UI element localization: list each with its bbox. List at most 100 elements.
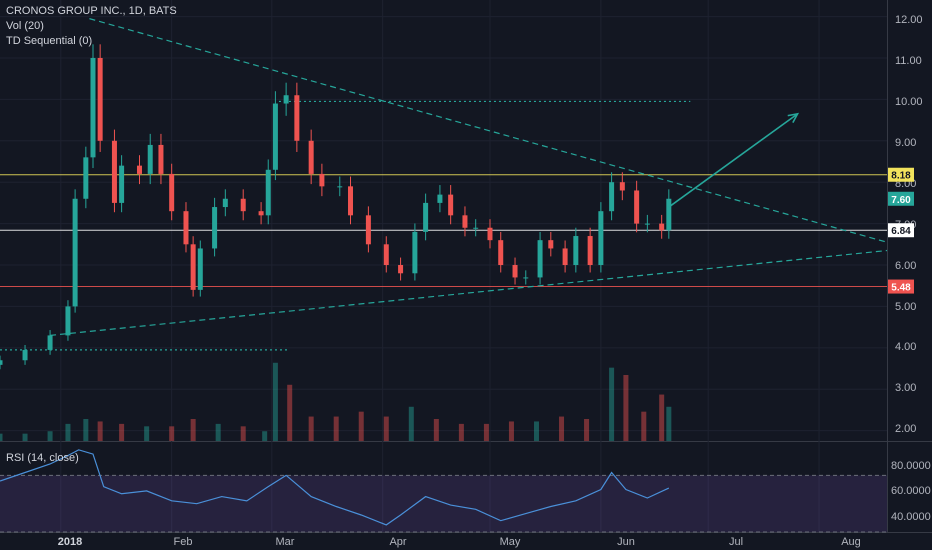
price-badge-label: 5.48 [891,283,911,294]
candle [462,215,468,228]
volume-bar [215,423,221,441]
trendline [50,249,888,337]
volume-bar [584,419,590,441]
candle [111,140,117,203]
candle [473,227,479,229]
price-badge-label: 7.60 [891,195,911,206]
candle [659,223,665,231]
rsi-tick-label: 40.0000 [891,511,931,523]
volume-bar [47,431,53,441]
symbol-title[interactable]: CRONOS GROUP INC., 1D, BATS [6,5,177,17]
rsi-tick-label: 60.0000 [891,485,931,497]
candle [83,157,89,199]
candle [65,306,71,336]
volume-bar [272,362,278,441]
price-tick-label: 4.00 [895,341,916,353]
volume-bar [0,433,3,441]
time-axis-label: 2018 [58,536,82,548]
candle [448,194,454,216]
volume-bar [287,384,293,441]
plot-layer [0,0,932,533]
candle [197,248,203,290]
rsi-band [0,475,887,532]
candle [147,144,153,174]
candle [573,236,579,266]
time-axis-label: Feb [174,536,193,548]
volume-bar [97,421,103,441]
volume-bar [358,411,364,441]
time-axis-label: Jul [729,536,743,548]
candle [136,165,142,174]
candle [498,240,504,266]
volume-bar [641,411,647,441]
volume-bar [508,421,514,441]
candle [319,173,325,187]
candle [337,186,343,188]
candle [240,198,246,212]
candle [512,265,518,278]
candle [423,202,429,232]
price-tick-label: 11.00 [895,55,922,67]
candle [265,169,271,216]
volume-study-label[interactable]: Vol (20) [6,20,44,32]
time-axis-label: Mar [276,536,295,548]
candle [222,198,228,208]
price-badge [888,191,914,206]
candle [308,140,314,174]
price-tick-label: 5.00 [895,301,916,313]
volume-bar [65,423,71,441]
volume-bar [119,423,125,441]
price-badge-label: 6.84 [891,226,911,237]
price-tick-label: 3.00 [895,382,916,394]
candle [190,244,196,290]
trendline [89,18,888,243]
time-axis-labels: 2018 Feb Mar Apr May Jun Jul Aug [58,536,861,548]
rsi-axis-tick-labels: 80.0000 60.0000 40.0000 [891,460,931,523]
volume-bar [609,367,615,441]
candle [437,194,443,203]
candle [523,277,529,279]
volume-bar [262,431,268,441]
candle [97,57,103,141]
candle [548,240,554,249]
volume-bar [623,375,629,441]
td-sequential-study-label[interactable]: TD Sequential (0) [6,35,93,47]
candle [609,182,615,212]
volume-bar [483,423,489,441]
volume-bar [559,416,565,441]
candle [644,223,650,225]
price-tick-label: 12.00 [895,14,923,26]
candle [562,248,568,266]
volume-bar [83,419,89,441]
price-badge [888,223,914,238]
price-badge [888,279,914,294]
candle [365,215,371,245]
projection-arrow [668,113,799,208]
candle [90,57,96,158]
time-axis-label: May [500,536,521,548]
time-axis-label: Jun [617,536,635,548]
volume-bar [383,416,389,441]
candle [348,186,354,216]
candle [383,244,389,266]
candle [169,173,175,212]
candle [634,190,640,224]
candle [283,95,289,104]
candle [666,198,672,231]
candle [258,211,264,216]
candle [487,227,493,241]
volume-bar [408,406,414,441]
price-pane [0,0,887,441]
candle [398,265,404,274]
rsi-study-label[interactable]: RSI (14, close) [6,452,79,464]
candle [598,211,604,266]
volume-bar [333,416,339,441]
volume-bar [240,426,246,441]
price-badge-label: 8.18 [891,171,911,182]
candle [183,211,189,245]
rsi-tick-label: 80.0000 [891,460,931,472]
price-badge [888,167,914,182]
candle [619,182,625,191]
